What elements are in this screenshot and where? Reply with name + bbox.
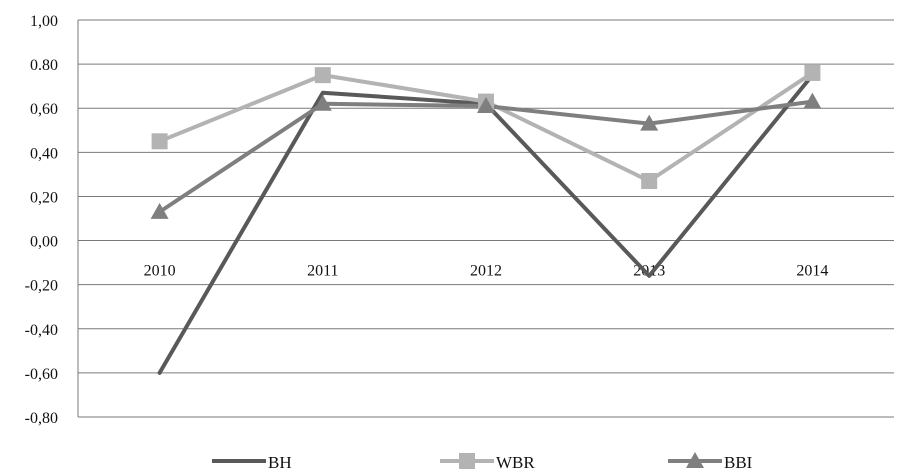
data-point-bbi: [640, 114, 659, 131]
x-axis-tick-labels: 2010 2011 2012 2013 2014: [144, 263, 829, 280]
data-point-bbi: [803, 92, 822, 109]
legend-marker-bbi: [686, 452, 704, 468]
x-tick-label: 2011: [307, 263, 338, 280]
series-lines: [157, 70, 815, 375]
y-tick-label: -0,40: [25, 322, 58, 339]
x-tick-label: 2014: [796, 263, 828, 280]
legend-marker-wbr: [459, 453, 475, 469]
y-tick-label: 0,00: [30, 234, 58, 251]
data-point-wbr: [151, 133, 168, 150]
series-markers: [150, 64, 822, 219]
legend: BH WBR BBI: [212, 452, 753, 471]
data-point-wbr: [314, 67, 331, 84]
data-point-wbr: [641, 173, 658, 190]
gridlines: [78, 19, 894, 418]
x-tick-label: 2010: [144, 263, 176, 280]
y-tick-label: -0,20: [25, 278, 58, 295]
y-tick-label: 0,60: [30, 101, 58, 118]
y-tick-label: -0,80: [25, 410, 58, 427]
data-point-bbi: [477, 97, 495, 114]
series-line-bh: [157, 73, 815, 375]
y-axis-tick-labels: 1,00 0.80 0,60 0,40 0,20 0,00 -0,20 -0,40 -0,60 -…: [25, 13, 58, 427]
axes: [77, 20, 894, 417]
x-tick-label: 2012: [470, 263, 502, 280]
legend-label-bbi: BBI: [724, 453, 753, 471]
data-point-wbr: [804, 64, 821, 81]
data-point-bbi: [313, 94, 332, 111]
y-tick-label: 0,40: [30, 145, 58, 162]
y-tick-label: 0.80: [30, 57, 58, 74]
legend-label-wbr: WBR: [496, 453, 535, 471]
legend-label-bh: BH: [268, 453, 292, 471]
y-tick-label: -0,60: [25, 366, 58, 383]
series-line-wbr: [157, 70, 815, 184]
y-tick-label: 0,20: [30, 189, 58, 206]
data-point-bbi: [150, 202, 169, 219]
y-tick-label: 1,00: [30, 13, 58, 30]
